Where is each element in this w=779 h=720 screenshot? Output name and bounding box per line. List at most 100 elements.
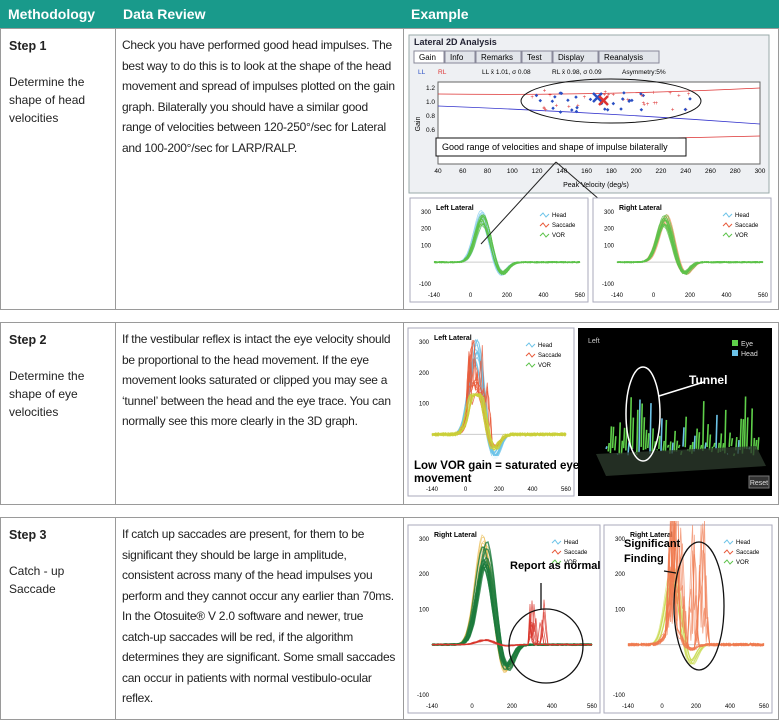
scatter-point [574,109,579,114]
surface-spike [658,435,661,450]
scatter-point: + [612,93,616,99]
x-tick-label: 100 [507,168,518,175]
x-tick-label: 0 [470,704,474,710]
legend-label: Saccade [736,550,760,556]
step-label: Step 2 [9,333,47,347]
surface-spike [629,397,632,447]
x-tick-label: 400 [547,704,558,710]
scatter-point: + [642,103,646,109]
annotation: Good range of velocities and shape of im… [442,142,668,152]
x-tick-label: -140 [611,293,624,299]
legend-label: Head [564,540,578,546]
surface-spike [706,424,709,448]
x-tick-label: 200 [685,293,696,299]
tab [521,50,553,64]
legend-swatch [732,350,738,356]
step-title: Determine the shape of head velocities [9,75,86,125]
tab-label: Reanalysis [604,53,643,62]
x-tick-label: 560 [759,704,770,710]
annotation-bg [412,456,572,486]
surface-spike [697,432,701,451]
x-tick-label: 120 [532,168,543,175]
methodology-cell: Step 1 Determine the shape of head veloci… [0,28,116,310]
surface-spike [642,417,646,451]
x-tick-label: 560 [758,293,769,299]
scatter-point [588,97,593,102]
y-tick-label: 300 [421,210,432,216]
surface-spike [666,444,670,448]
tab [444,50,476,64]
y-label: Gain [415,117,422,132]
legend-label: Saccade [552,223,576,229]
highlight-ellipse [520,78,702,124]
y-tick-label: 200 [615,572,626,578]
x-tick-label: -140 [622,704,635,710]
legend-swatch [551,549,562,555]
legend-label: Saccade [735,223,759,229]
y-tick-label: 200 [419,572,430,578]
surface-spike [620,440,624,455]
y-tick-label: 1.2 [426,85,435,92]
y-tick-label: 200 [419,371,430,377]
trace [616,223,764,273]
tab-label: Remarks [481,53,513,62]
bound-line [437,105,761,125]
highlight-circle [508,608,584,684]
x-tick-label: 200 [494,487,505,493]
x-tick-label: 240 [680,168,691,175]
header-example: Example [403,0,779,28]
tab [552,50,599,64]
surface-spike [708,434,712,451]
y-tick-label: 0.8 [426,113,435,120]
mean-marker [598,95,609,106]
y-tick-label: 300 [419,340,430,346]
legend-swatch [525,342,536,348]
scatter-point: + [567,105,571,111]
scatter-point [688,97,692,101]
view-title: Left [588,338,600,345]
scatter-point [575,105,579,110]
surface-spike [677,444,681,449]
surface-spike [704,442,707,449]
scatter-point: + [543,88,547,94]
legend-label: Eye [741,341,753,348]
step-title: Determine the shape of eye velocities [9,369,85,419]
surface-spike [699,444,703,450]
y-tick-label: 100 [604,243,615,249]
scatter-point: + [548,93,552,99]
panel-title: Right Lateral [434,532,477,539]
y-tick-label: 0.6 [426,127,435,134]
legend-label: Saccade [564,550,588,556]
surface-spike [750,408,753,454]
y-tick-label: 100 [421,243,432,249]
x-tick-label: 140 [556,168,567,175]
x-tick-label: 400 [527,487,538,493]
step-label: Step 3 [9,528,47,542]
y-tick-label: 300 [419,537,430,543]
example-image: Left Eye Head Tunnel Reset Left Lateral 3… [407,327,772,497]
scatter-point [551,106,555,110]
legend-swatch [539,222,550,228]
x-label: Peak Velocity (deg/s) [563,182,629,189]
scatter-point: + [583,95,587,101]
surface-spike [607,442,610,452]
legend-label: VOR [552,233,566,239]
bound-line [437,87,761,95]
surface-spike [631,417,635,449]
scatter-point: + [542,107,546,113]
tab-label: Gain [419,53,436,62]
surface-spike [638,399,641,453]
surface-spike [675,440,679,452]
surface-spike [662,440,665,451]
x-tick-label: 400 [721,293,732,299]
y-tick-label: 200 [604,227,615,233]
surface-floor [596,446,766,476]
legend-swatch [722,232,733,238]
legend-label: VOR [564,560,578,566]
x-tick-label: 560 [575,293,586,299]
asymmetry: Asymmetry:5% [622,69,666,76]
x-tick-label: 260 [705,168,716,175]
legend-swatch [551,559,562,565]
surface-spike [713,442,716,448]
y-tick-label: -100 [613,693,626,699]
